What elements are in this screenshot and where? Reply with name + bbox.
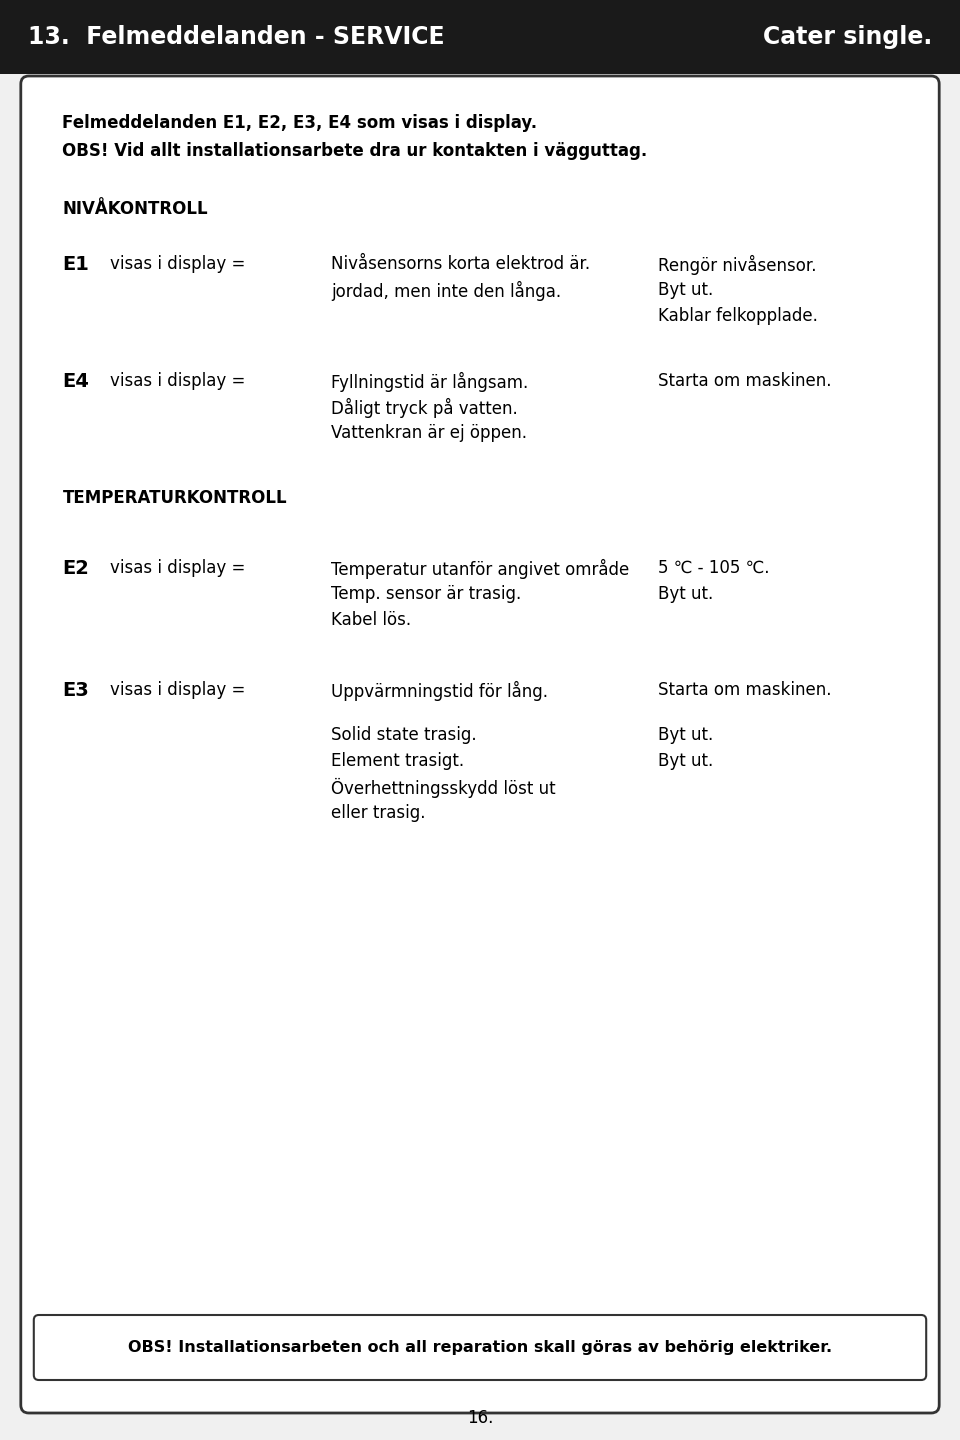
Text: jordad, men inte den långa.: jordad, men inte den långa. <box>331 281 562 301</box>
Text: OBS! Vid allt installationsarbete dra ur kontakten i vägguttag.: OBS! Vid allt installationsarbete dra ur… <box>62 143 648 160</box>
Text: Temp. sensor är trasig.: Temp. sensor är trasig. <box>331 585 521 603</box>
Text: Nivåsensorns korta elektrod är.: Nivåsensorns korta elektrod är. <box>331 255 590 274</box>
FancyBboxPatch shape <box>34 1315 926 1380</box>
Text: Starta om maskinen.: Starta om maskinen. <box>658 372 831 390</box>
Text: Solid state trasig.: Solid state trasig. <box>331 726 477 744</box>
Text: NIVÅKONTROLL: NIVÅKONTROLL <box>62 200 208 217</box>
Text: Byt ut.: Byt ut. <box>658 281 713 300</box>
Text: E4: E4 <box>62 372 89 392</box>
Text: Starta om maskinen.: Starta om maskinen. <box>658 681 831 698</box>
Text: Rengör nivåsensor.: Rengör nivåsensor. <box>658 255 816 275</box>
Text: 5 ℃ - 105 ℃.: 5 ℃ - 105 ℃. <box>658 559 769 577</box>
Text: visas i display =: visas i display = <box>110 681 246 698</box>
Text: 16.: 16. <box>467 1408 493 1427</box>
Text: E2: E2 <box>62 559 89 577</box>
Text: Överhettningsskydd löst ut: Överhettningsskydd löst ut <box>331 778 556 798</box>
Text: Fyllningstid är långsam.: Fyllningstid är långsam. <box>331 372 528 392</box>
Text: 13.  Felmeddelanden - SERVICE: 13. Felmeddelanden - SERVICE <box>28 24 444 49</box>
Text: Kabel lös.: Kabel lös. <box>331 611 411 629</box>
Text: Byt ut.: Byt ut. <box>658 726 713 744</box>
Text: Uppvärmningstid för lång.: Uppvärmningstid för lång. <box>331 681 548 701</box>
Text: Kablar felkopplade.: Kablar felkopplade. <box>658 307 818 325</box>
Text: E1: E1 <box>62 255 89 274</box>
FancyBboxPatch shape <box>21 76 939 1413</box>
Text: Byt ut.: Byt ut. <box>658 752 713 770</box>
Text: TEMPERATURKONTROLL: TEMPERATURKONTROLL <box>62 490 287 507</box>
Text: visas i display =: visas i display = <box>110 372 246 390</box>
Text: OBS! Installationsarbeten och all reparation skall göras av behörig elektriker.: OBS! Installationsarbeten och all repara… <box>128 1341 832 1355</box>
Text: Felmeddelanden E1, E2, E3, E4 som visas i display.: Felmeddelanden E1, E2, E3, E4 som visas … <box>62 114 538 132</box>
Text: visas i display =: visas i display = <box>110 255 246 274</box>
Text: E3: E3 <box>62 681 89 700</box>
Text: eller trasig.: eller trasig. <box>331 804 425 822</box>
Text: Dåligt tryck på vatten.: Dåligt tryck på vatten. <box>331 397 518 418</box>
Bar <box>0 0 960 73</box>
Text: Vattenkran är ej öppen.: Vattenkran är ej öppen. <box>331 423 527 442</box>
Text: Element trasigt.: Element trasigt. <box>331 752 465 770</box>
Text: Temperatur utanför angivet område: Temperatur utanför angivet område <box>331 559 630 579</box>
Text: Cater single.: Cater single. <box>763 24 932 49</box>
Text: Byt ut.: Byt ut. <box>658 585 713 603</box>
Text: visas i display =: visas i display = <box>110 559 246 577</box>
